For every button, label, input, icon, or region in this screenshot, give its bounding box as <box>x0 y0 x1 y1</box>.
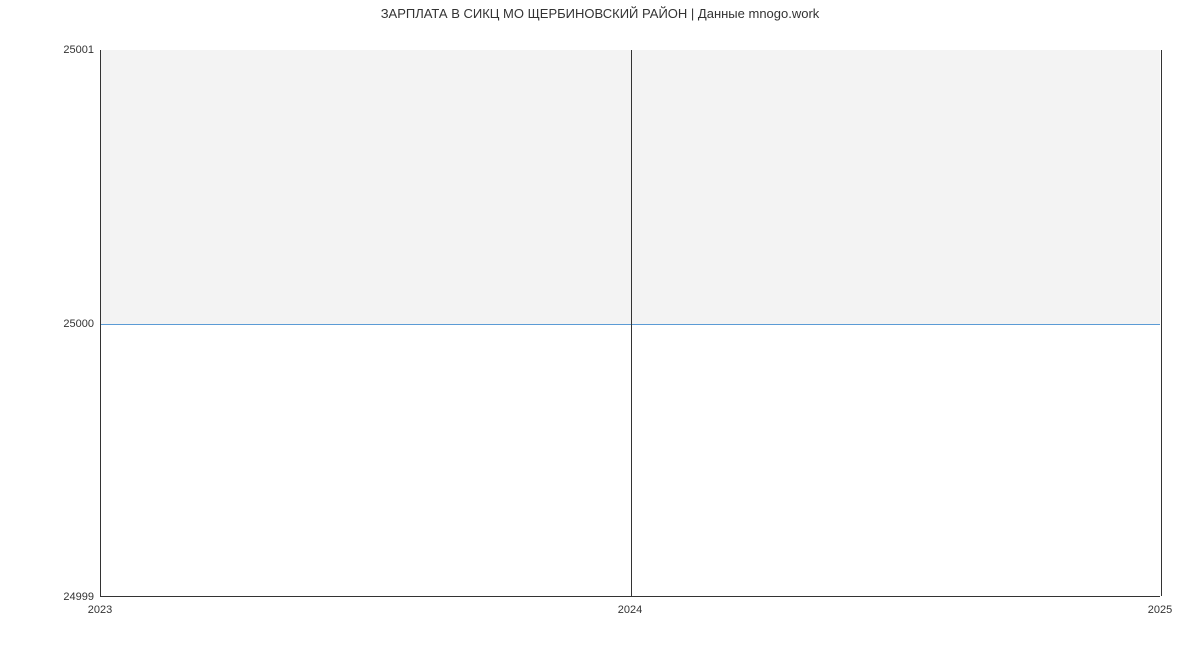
x-gridline <box>1161 50 1162 596</box>
x-tick-label: 2023 <box>88 604 112 616</box>
x-tick-label: 2024 <box>618 604 642 616</box>
y-tick-label: 24999 <box>63 591 94 603</box>
x-gridline <box>631 50 632 596</box>
y-tick-label: 25001 <box>63 44 94 56</box>
x-tick-label: 2025 <box>1148 604 1172 616</box>
plot-area <box>100 50 1160 597</box>
chart-title: ЗАРПЛАТА В СИКЦ МО ЩЕРБИНОВСКИЙ РАЙОН | … <box>0 6 1200 21</box>
chart-container: ЗАРПЛАТА В СИКЦ МО ЩЕРБИНОВСКИЙ РАЙОН | … <box>0 0 1200 650</box>
y-tick-label: 25000 <box>63 318 94 330</box>
